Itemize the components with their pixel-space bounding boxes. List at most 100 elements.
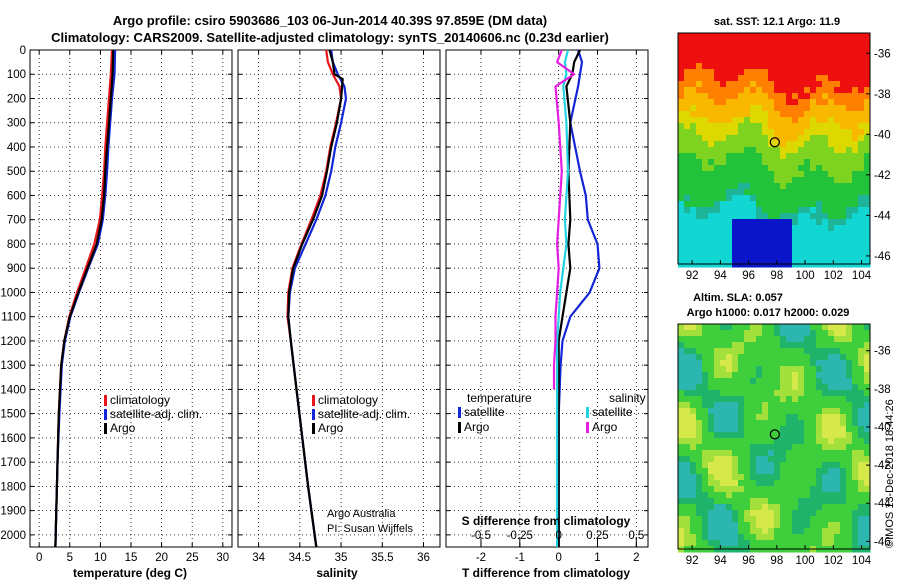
map-cell: [768, 522, 775, 529]
map-cell: [852, 105, 859, 112]
map-cell: [768, 195, 775, 202]
map-cell: [816, 450, 823, 457]
map-cell: [828, 432, 835, 439]
y-tick-label: 1600: [0, 433, 26, 445]
map-cell: [708, 87, 715, 94]
map-cell: [798, 360, 805, 367]
map-cell: [792, 135, 799, 142]
map-cell: [858, 153, 865, 160]
map-cell: [786, 480, 793, 487]
map-cell: [804, 243, 811, 250]
map-cell: [678, 522, 685, 529]
map-cell: [738, 456, 745, 463]
map-cell: [864, 135, 871, 142]
map-cell: [834, 105, 841, 112]
map-cell: [756, 123, 763, 130]
map-cell: [702, 213, 709, 220]
map-cell: [684, 225, 691, 232]
map-cell: [828, 93, 835, 100]
map-cell: [822, 432, 829, 439]
map-cell: [822, 390, 829, 397]
map-cell: [798, 396, 805, 403]
map-cell: [708, 408, 715, 415]
map-cell: [852, 438, 859, 445]
map-cell: [864, 225, 871, 232]
map-cell: [702, 45, 709, 52]
map-cell: [858, 516, 865, 523]
map-cell: [798, 39, 805, 46]
map-cell: [828, 195, 835, 202]
map-cell: [780, 348, 787, 355]
map-cell: [852, 324, 859, 331]
y-tick-label: 900: [7, 263, 26, 275]
map-cell: [756, 444, 763, 451]
map-cell: [714, 468, 721, 475]
map-cell: [822, 516, 829, 523]
map-cell: [708, 105, 715, 112]
map-cell: [762, 255, 769, 262]
map-cell: [774, 486, 781, 493]
map-cell: [738, 372, 745, 379]
map-cell: [720, 171, 727, 178]
map-cell: [696, 195, 703, 202]
map-cell: [708, 402, 715, 409]
map-cell: [684, 378, 691, 385]
legend-item-swatch: [586, 422, 589, 433]
map-cell: [696, 141, 703, 148]
map-cell: [720, 237, 727, 244]
map-cell: [744, 111, 751, 118]
map-cell: [702, 147, 709, 154]
map-cell: [768, 504, 775, 511]
map-cell: [720, 111, 727, 118]
map-cell: [684, 39, 691, 46]
map-cell: [762, 165, 769, 172]
legend-item-label: Argo: [110, 421, 136, 435]
map-cell: [828, 366, 835, 373]
map-cell: [804, 225, 811, 232]
map-cell: [858, 177, 865, 184]
map-cell: [726, 177, 733, 184]
map-cell: [840, 255, 847, 262]
map-cell: [858, 63, 865, 70]
map-cell: [804, 219, 811, 226]
map-cell: [726, 390, 733, 397]
map-cell: [798, 378, 805, 385]
map-cell: [702, 219, 709, 226]
map-cell: [762, 378, 769, 385]
map-cell: [696, 510, 703, 517]
map-cell: [792, 504, 799, 511]
map-cell: [720, 45, 727, 52]
map-cell: [792, 516, 799, 523]
map-cell: [816, 456, 823, 463]
map-cell: [744, 438, 751, 445]
map-cell: [798, 195, 805, 202]
map-cell: [756, 255, 763, 262]
map-cell: [798, 213, 805, 220]
map-cell: [768, 420, 775, 427]
map-cell: [846, 255, 853, 262]
map-cell: [792, 408, 799, 415]
map-cell: [702, 189, 709, 196]
map-cell: [792, 69, 799, 76]
map-cell: [816, 87, 823, 94]
map-cell: [864, 99, 871, 106]
map-cell: [690, 51, 697, 58]
map-cell: [852, 213, 859, 220]
map-cell: [864, 141, 871, 148]
map-cell: [726, 159, 733, 166]
map-cell: [846, 330, 853, 337]
map-cell: [720, 348, 727, 355]
map-cell: [822, 330, 829, 337]
map-cell: [684, 498, 691, 505]
map-cell: [816, 354, 823, 361]
map-cell: [834, 336, 841, 343]
map-cell: [768, 99, 775, 106]
map-cell: [696, 498, 703, 505]
map-cell: [804, 534, 811, 541]
map-cell: [804, 147, 811, 154]
map-cell: [852, 147, 859, 154]
map-cell: [744, 384, 751, 391]
map-cell: [864, 336, 871, 343]
map-cell: [858, 510, 865, 517]
